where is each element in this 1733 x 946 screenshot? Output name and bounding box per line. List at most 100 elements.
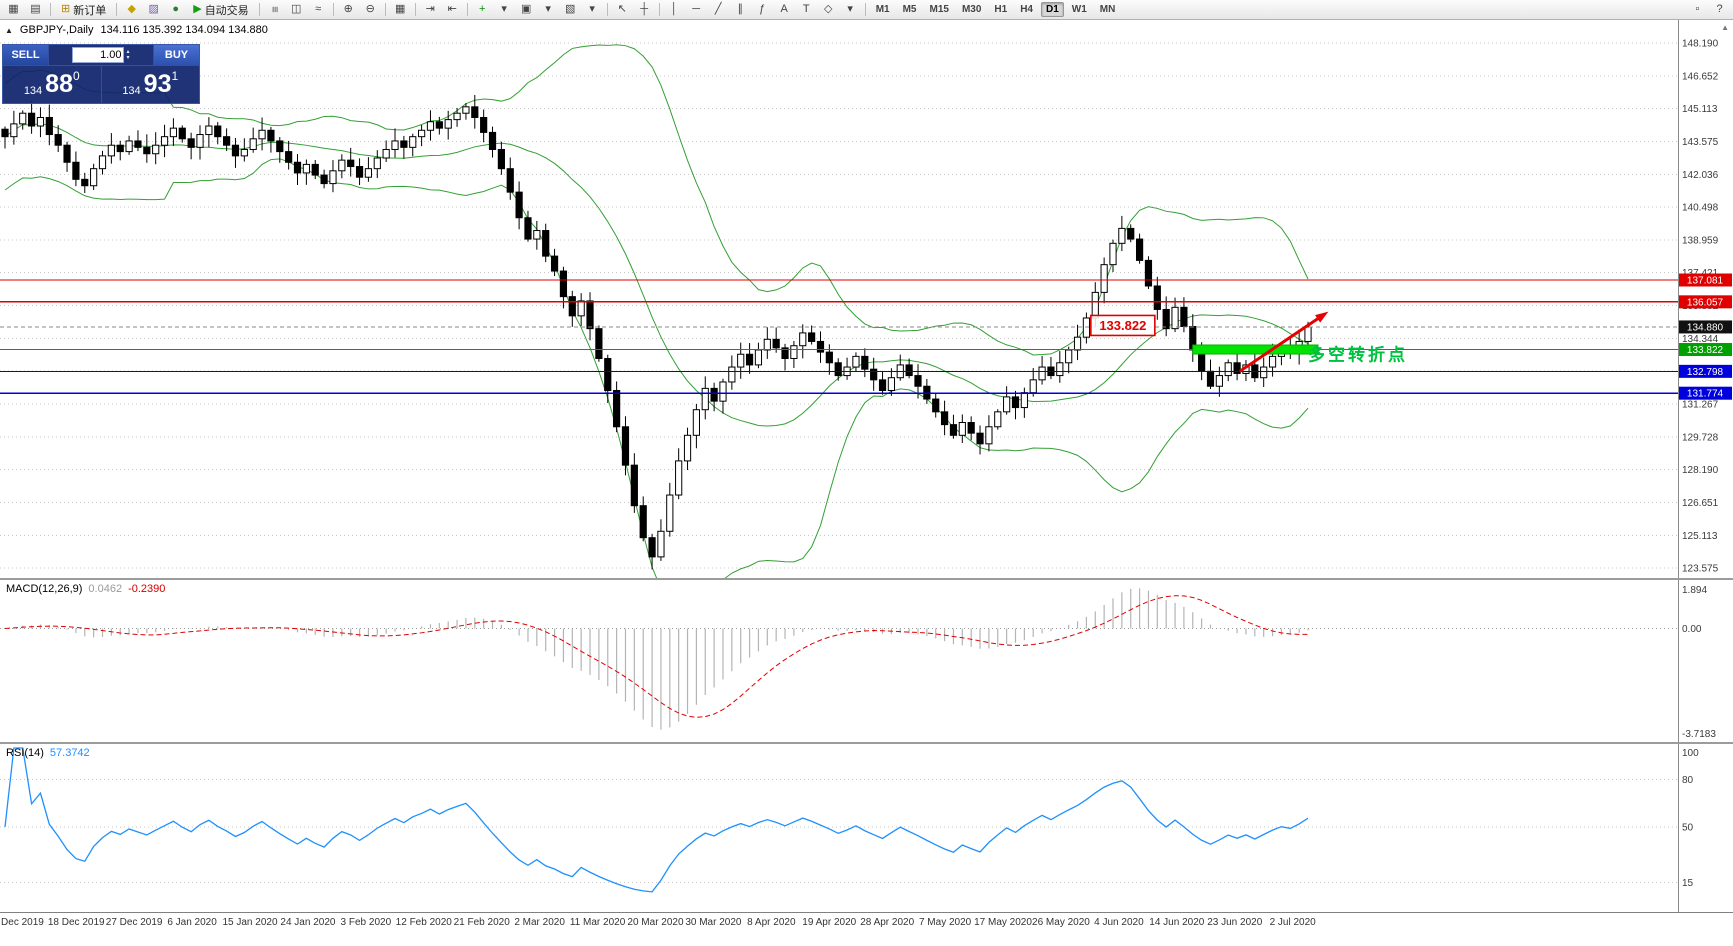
volume-down-icon[interactable]: ▾ bbox=[126, 55, 130, 61]
templates-dropdown-icon[interactable]: ▾ bbox=[589, 3, 595, 15]
help-icon[interactable]: ? bbox=[1716, 3, 1723, 15]
price-tag bbox=[1679, 343, 1732, 357]
svg-text:134.344: 134.344 bbox=[1682, 334, 1719, 345]
trendline-icon[interactable]: ╱ bbox=[714, 3, 722, 15]
date-label: 11 Mar 2020 bbox=[569, 917, 626, 928]
channel-icon[interactable]: ∥ bbox=[737, 3, 743, 15]
svg-text:134.880: 134.880 bbox=[1687, 322, 1724, 333]
scripts-icon[interactable]: ▨ bbox=[148, 3, 159, 15]
candlestick-chart-icon[interactable]: ◫ bbox=[290, 3, 302, 15]
macd-header: MACD(12,26,9) 0.0462 -0.2390 bbox=[6, 583, 165, 595]
date-label: 8 Apr 2020 bbox=[747, 917, 796, 928]
expert-advisors-icon[interactable]: ◆ bbox=[127, 3, 136, 15]
svg-text:80: 80 bbox=[1682, 775, 1694, 786]
new-chart-icon[interactable]: ▦ bbox=[8, 3, 19, 15]
svg-text:125.113: 125.113 bbox=[1682, 531, 1718, 542]
sell-price-big: 88 bbox=[45, 70, 73, 98]
zoom-in-icon[interactable]: ⊕ bbox=[343, 3, 353, 15]
date-label: 9 Dec 2019 bbox=[0, 917, 44, 928]
sell-price[interactable]: 134 88 0 bbox=[3, 66, 101, 103]
svg-text:131.774: 131.774 bbox=[1687, 389, 1724, 400]
timeframe-m1[interactable]: M1 bbox=[875, 4, 890, 15]
label-icon[interactable]: T bbox=[802, 3, 810, 15]
volume-up-icon[interactable]: ▴ bbox=[126, 49, 130, 55]
periods-icon[interactable]: ▣ bbox=[520, 3, 532, 15]
buy-price-sup: 1 bbox=[171, 69, 179, 83]
timeframe-m5[interactable]: M5 bbox=[902, 4, 917, 15]
date-label: 30 Mar 2020 bbox=[685, 917, 742, 928]
timeframe-mn[interactable]: MN bbox=[1099, 4, 1116, 15]
timeframe-d1[interactable]: D1 bbox=[1041, 2, 1064, 17]
date-label: 28 Apr 2020 bbox=[860, 917, 915, 928]
volume-input[interactable] bbox=[72, 47, 125, 63]
svg-text:129.728: 129.728 bbox=[1682, 432, 1719, 443]
crosshair-icon[interactable]: ┼ bbox=[640, 3, 649, 15]
buy-price[interactable]: 134 93 1 bbox=[100, 66, 200, 103]
toolbar: ▦ ▤ ⊞ 新订单 ◆ ▨ ● ▶ 自动交易 ≡ ◫ ≈ ⊕ ⊖ ▦ ⇥ ⇤ + ▾ ▣ ▾ ▧ ▾ ↖ ┼ │ ─ ╱ ∥ ƒ A T ◇ ▾ M… bbox=[0, 0, 1733, 20]
profiles-icon[interactable]: ▤ bbox=[30, 3, 41, 15]
shapes-dropdown-icon[interactable]: ▾ bbox=[847, 3, 853, 15]
date-label: 7 May 2020 bbox=[918, 917, 972, 928]
oneclick-toggle-icon[interactable]: ▲ bbox=[5, 25, 13, 35]
panel-splitter[interactable] bbox=[0, 578, 1733, 580]
timeframe-h4[interactable]: H4 bbox=[1020, 4, 1033, 15]
fibonacci-icon[interactable]: ƒ bbox=[759, 3, 766, 15]
price-tag bbox=[1679, 295, 1732, 309]
text-icon[interactable]: A bbox=[780, 3, 788, 15]
cursor-icon[interactable]: ↖ bbox=[617, 3, 627, 15]
macd-signal-line bbox=[4, 595, 1309, 718]
window-icon[interactable]: ▫ bbox=[1695, 3, 1700, 15]
shapes-icon[interactable]: ◇ bbox=[823, 3, 833, 15]
horizontal-line-icon[interactable]: ─ bbox=[692, 3, 701, 15]
svg-text:0.00: 0.00 bbox=[1682, 624, 1702, 635]
svg-text:-3.7183: -3.7183 bbox=[1682, 729, 1716, 740]
buy-price-prefix: 134 bbox=[122, 85, 141, 97]
toolbar-separator bbox=[606, 3, 608, 16]
timeframe-m30[interactable]: M30 bbox=[961, 4, 982, 15]
vertical-line-icon[interactable]: │ bbox=[670, 3, 678, 15]
toolbar-separator bbox=[658, 3, 660, 16]
chart-shift-icon[interactable]: ⇤ bbox=[447, 3, 457, 15]
price-tag bbox=[1679, 273, 1732, 287]
indicators-dropdown-icon[interactable]: ▾ bbox=[501, 3, 507, 15]
svg-text:137.081: 137.081 bbox=[1687, 275, 1724, 286]
timeframe-w1[interactable]: W1 bbox=[1071, 4, 1087, 15]
sell-button[interactable]: SELL bbox=[3, 45, 49, 65]
market-icon[interactable]: ● bbox=[172, 3, 180, 15]
line-chart-icon[interactable]: ≈ bbox=[315, 3, 322, 15]
timeframe-m15[interactable]: M15 bbox=[929, 4, 949, 15]
svg-text:145.113: 145.113 bbox=[1682, 104, 1718, 115]
price-chart-canvas[interactable]: 148.190 146.652 145.113 143.575 142.036 140.4… bbox=[0, 20, 1733, 578]
tile-windows-icon[interactable]: ▦ bbox=[394, 3, 406, 15]
timeframe-h1[interactable]: H1 bbox=[994, 4, 1008, 15]
rsi-line bbox=[4, 747, 1309, 893]
toolbar-separator bbox=[466, 3, 468, 16]
auto-scroll-icon[interactable]: ⇥ bbox=[425, 3, 435, 15]
svg-text:142.036: 142.036 bbox=[1682, 170, 1719, 181]
date-label: 26 May 2020 bbox=[1032, 917, 1090, 928]
chart-ohlc-values: 134.116 135.392 134.094 134.880 bbox=[100, 24, 268, 36]
rsi-canvas[interactable]: 100 80 50 15 bbox=[0, 744, 1733, 912]
toolbar-separator bbox=[332, 3, 334, 16]
date-label: 19 Apr 2020 bbox=[802, 917, 857, 928]
svg-text:146.652: 146.652 bbox=[1682, 71, 1719, 82]
svg-text:15: 15 bbox=[1682, 878, 1694, 889]
templates-icon[interactable]: ▧ bbox=[564, 3, 576, 15]
scrollbar-up-icon[interactable]: ▲ bbox=[1721, 23, 1729, 32]
rsi-panel: 100 80 50 15 RSI(14) 57.3742 bbox=[0, 744, 1733, 912]
svg-text:143.575: 143.575 bbox=[1682, 137, 1719, 148]
buy-button[interactable]: BUY bbox=[153, 45, 199, 65]
autotrading-button[interactable]: ▶ 自动交易 bbox=[193, 3, 249, 17]
zoom-out-icon[interactable]: ⊖ bbox=[365, 3, 375, 15]
macd-canvas[interactable]: 1.894 0.00 -3.7183 bbox=[0, 580, 1733, 742]
svg-text:138.959: 138.959 bbox=[1682, 235, 1719, 246]
bar-chart-icon[interactable]: ≡ bbox=[268, 6, 281, 13]
indicators-icon[interactable]: + bbox=[478, 3, 486, 15]
new-order-button[interactable]: ⊞ 新订单 bbox=[61, 3, 107, 17]
macd-value: 0.0462 bbox=[88, 583, 123, 595]
panel-splitter[interactable] bbox=[0, 742, 1733, 744]
date-label: 12 Feb 2020 bbox=[395, 917, 452, 928]
periods-dropdown-icon[interactable]: ▾ bbox=[545, 3, 551, 15]
date-label: 4 Jun 2020 bbox=[1094, 917, 1144, 928]
